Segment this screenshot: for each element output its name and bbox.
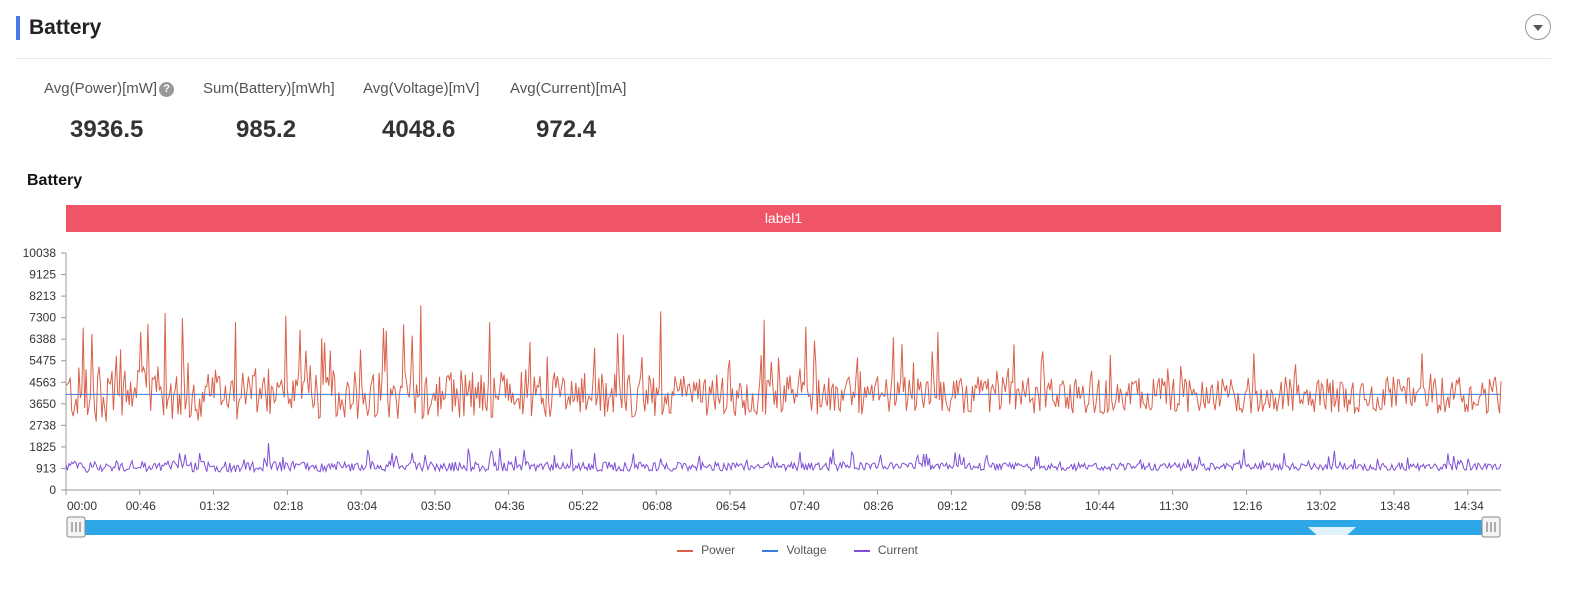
series-power-line	[65, 305, 1502, 422]
x-tick-label: 01:32	[200, 499, 230, 513]
legend-item-current[interactable]: Current	[853, 543, 918, 557]
x-tick-label: 13:48	[1380, 499, 1410, 513]
battery-chart: label1 10038 9125 8213 7300 6388 5475 4563 3650 2…	[23, 205, 1502, 540]
legend-label: Power	[701, 543, 736, 557]
metric-label: Avg(Voltage)[mV]	[363, 80, 480, 97]
legend-label: Voltage	[786, 543, 827, 557]
y-tick-label: 3650	[29, 397, 56, 411]
y-tick-label: 6388	[29, 332, 56, 346]
x-tick-label: 06:08	[642, 499, 672, 513]
x-tick-label: 05:22	[568, 499, 598, 513]
x-tick-label: 14:34	[1454, 499, 1484, 513]
collapse-toggle-button[interactable]	[1525, 14, 1551, 40]
section-title: Battery	[29, 16, 102, 39]
metric-avg-current: Avg(Current)[mA] 972.4	[510, 80, 627, 143]
help-icon[interactable]: ?	[159, 82, 175, 97]
x-tick-label: 03:04	[347, 499, 377, 513]
metric-sum-battery: Sum(Battery)[mWh] 985.2	[203, 80, 335, 143]
x-tick-label: 06:54	[716, 499, 746, 513]
metric-value: 4048.6	[382, 116, 456, 143]
metric-value: 3936.5	[70, 116, 144, 143]
x-tick-label: 11:30	[1159, 499, 1188, 513]
x-tick-label: 04:36	[495, 499, 525, 513]
y-tick-label: 4563	[29, 375, 56, 389]
metric-value: 985.2	[236, 116, 297, 143]
y-tick-label: 5475	[29, 354, 56, 368]
chart-legend: Power Voltage Current	[0, 543, 1595, 557]
x-tick-label: 07:40	[790, 499, 820, 513]
legend-label: Current	[877, 543, 918, 557]
legend-swatch-power	[677, 549, 694, 552]
metric-avg-power: Avg(Power)[mW]? 3936.5	[44, 80, 175, 143]
range-slider-track	[72, 520, 1495, 535]
y-tick-label: 913	[36, 461, 56, 475]
metric-value: 972.4	[536, 116, 597, 143]
label-band-text: label1	[765, 210, 803, 226]
x-tick-label: 00:46	[126, 499, 156, 513]
section-header: Battery	[16, 12, 1551, 59]
legend-swatch-voltage	[762, 549, 779, 552]
metric-label: Sum(Battery)[mWh]	[203, 80, 335, 97]
metric-avg-voltage: Avg(Voltage)[mV] 4048.6	[363, 80, 480, 143]
y-tick-label: 10038	[23, 246, 57, 260]
range-slider-fade	[1308, 527, 1356, 540]
header-accent-bar	[16, 16, 20, 40]
y-tick-label: 8213	[29, 289, 56, 303]
x-tick-label: 09:58	[1011, 499, 1041, 513]
y-tick-label: 9125	[29, 268, 56, 282]
y-tick-label: 0	[49, 483, 56, 497]
label-band	[66, 205, 1501, 232]
chart-title: Battery	[27, 172, 83, 189]
metric-label: Avg(Current)[mA]	[510, 80, 627, 97]
x-tick-label: 02:18	[273, 499, 303, 513]
x-tick-label: 12:16	[1232, 499, 1262, 513]
metric-label: Avg(Power)[mW]	[44, 80, 158, 97]
x-tick-label: 03:50	[421, 499, 451, 513]
x-tick-label: 13:02	[1306, 499, 1336, 513]
x-tick-label: 10:44	[1085, 499, 1115, 513]
legend-swatch-current	[853, 549, 870, 552]
y-tick-label: 7300	[29, 311, 56, 325]
series-current-line	[65, 443, 1502, 474]
x-tick-label: 08:26	[864, 499, 894, 513]
legend-item-power[interactable]: Power	[677, 543, 735, 557]
chevron-down-icon	[1533, 25, 1543, 31]
x-tick-label: 00:00	[67, 499, 97, 513]
y-tick-label: 2738	[29, 418, 56, 432]
legend-item-voltage[interactable]: Voltage	[762, 543, 827, 557]
y-tick-label: 1825	[29, 440, 56, 454]
x-tick-label: 09:12	[937, 499, 967, 513]
